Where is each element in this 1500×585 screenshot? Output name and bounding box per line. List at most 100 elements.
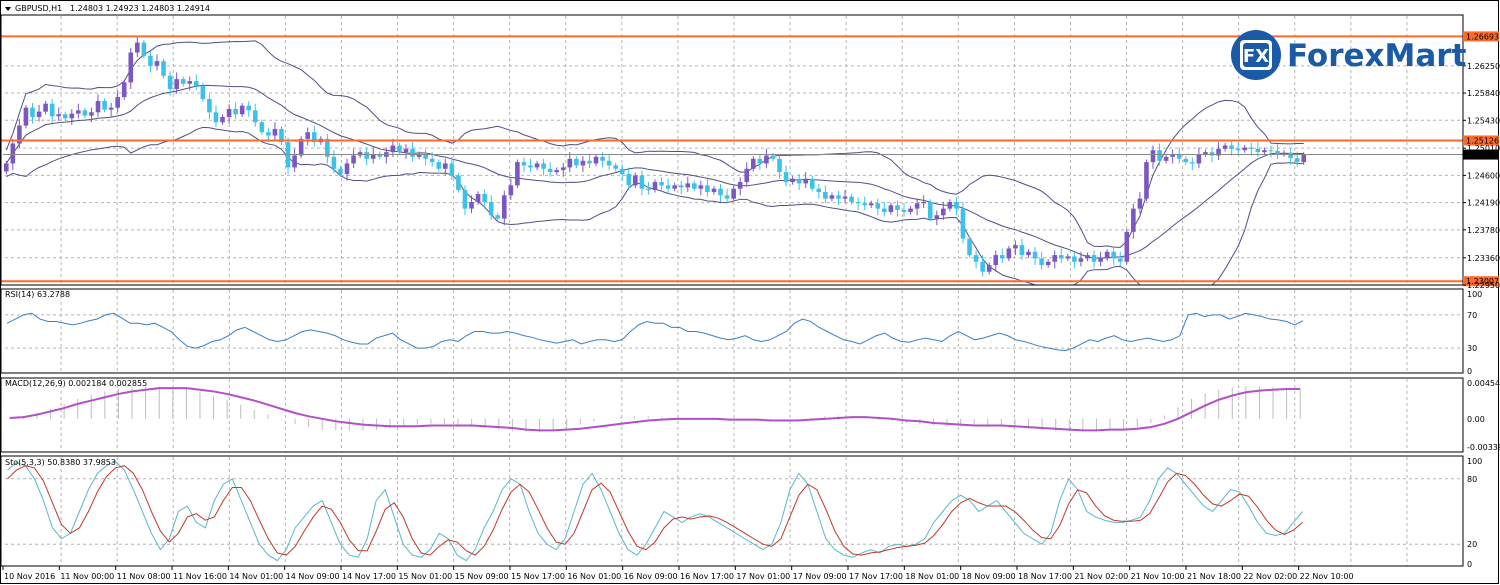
pane-frame-1 (0, 288, 1464, 374)
candle-body (665, 185, 671, 189)
candle-body (1222, 145, 1228, 149)
candle-body (1065, 256, 1071, 259)
candle-body (1039, 258, 1044, 266)
candle-body (803, 178, 809, 184)
candle-body (1170, 154, 1175, 157)
candle-body (705, 185, 710, 193)
candle-body (456, 175, 461, 191)
candle-body (1163, 156, 1169, 161)
candle-body (606, 160, 612, 166)
candle-body (574, 158, 579, 166)
time-label: 10 Nov 2016 (4, 572, 55, 581)
candle-body (226, 108, 232, 117)
candle-body (128, 52, 134, 83)
candle-body (908, 208, 913, 212)
candle-body (862, 203, 867, 206)
rsi-line (6, 312, 1304, 352)
time-label: 22 Nov 02:00 (1243, 572, 1297, 581)
candle-body (744, 168, 750, 183)
candle-body (423, 154, 428, 159)
candle-body (587, 160, 592, 164)
logo-mart: Mart (1385, 38, 1467, 74)
candle-body (829, 195, 835, 199)
time-label: 16 Nov 01:00 (567, 572, 621, 581)
candle-body (1275, 150, 1280, 155)
candle-body (626, 174, 632, 186)
rsi-label: RSI(14) 63.2788 (5, 290, 70, 299)
candle-body (567, 158, 573, 168)
candle-body (370, 154, 376, 159)
candle-body (338, 168, 343, 175)
horizontal-levels[interactable] (0, 35, 1463, 283)
indicator-tick-label: 0.00 (1467, 415, 1485, 424)
candle-body (718, 188, 723, 196)
candle-body (148, 55, 153, 66)
candle-body (1137, 198, 1143, 209)
candle-body (1235, 148, 1241, 151)
candle-body (849, 196, 854, 202)
candle-body (1288, 152, 1293, 159)
candle-body (1098, 258, 1103, 262)
candle-body (311, 132, 317, 143)
candle-body (344, 163, 350, 175)
candle-body (305, 132, 310, 139)
candle-body (593, 156, 599, 164)
level-tag-2 (1463, 276, 1499, 287)
candle-body (685, 183, 691, 188)
candle-body (1058, 255, 1064, 259)
candle-body (875, 203, 881, 209)
logo-forex: Forex (1287, 38, 1385, 74)
candle-body (1006, 248, 1012, 259)
stochastic-main-line (7, 460, 1303, 562)
candle-body (252, 110, 258, 123)
candle-body (580, 160, 586, 166)
candle-body (1032, 251, 1038, 259)
bollinger-middle (5, 84, 1304, 259)
indicator-tick-label: 0 (1467, 367, 1472, 376)
candle-body (1183, 158, 1189, 163)
candle-body (1104, 251, 1110, 259)
candle-body (633, 175, 638, 186)
candle-body (993, 255, 999, 266)
candle-body (547, 168, 553, 173)
indicator-tick-label: -0.003393 (1467, 443, 1500, 452)
candle-body (213, 112, 219, 123)
candle-body (1026, 251, 1031, 256)
candle-body (698, 185, 704, 189)
time-label: 18 Nov 01:00 (905, 572, 959, 581)
candle-body (161, 61, 166, 76)
candle-body (95, 101, 101, 113)
collapse-triangle-icon[interactable] (5, 7, 11, 11)
candle-body (528, 165, 533, 168)
candle-body (1150, 150, 1156, 163)
candle-body (646, 188, 651, 191)
indicator-tick-label: 20 (1467, 540, 1477, 549)
candle-body (1085, 255, 1090, 259)
candle-body (652, 182, 658, 191)
candle-body (1072, 256, 1077, 262)
candle-body (855, 201, 861, 204)
current-price-tag (1463, 149, 1499, 160)
time-label: 17 Nov 17:00 (849, 572, 903, 581)
candle-body (777, 158, 782, 173)
price-tick-label: 1.26250 (1467, 62, 1500, 71)
forexmart-logo: FX ForexMart (1231, 30, 1467, 80)
candle-body (357, 152, 363, 156)
level-tag-0 (1463, 31, 1499, 42)
candle-body (619, 168, 625, 175)
candle-body (1131, 208, 1136, 232)
candle-body (259, 122, 265, 133)
candle-body (809, 178, 815, 189)
candle-body (76, 110, 81, 114)
candle-body (482, 194, 487, 202)
candles (3, 35, 1307, 277)
bollinger-upper (5, 40, 1304, 248)
price-tick-label: 1.22950 (1467, 281, 1500, 290)
candle-body (678, 185, 684, 188)
candle-body (1209, 152, 1215, 156)
candle-body (973, 255, 979, 262)
chart-header: GBPUSD,H1 1.24803 1.24923 1.24803 1.2491… (5, 4, 210, 13)
